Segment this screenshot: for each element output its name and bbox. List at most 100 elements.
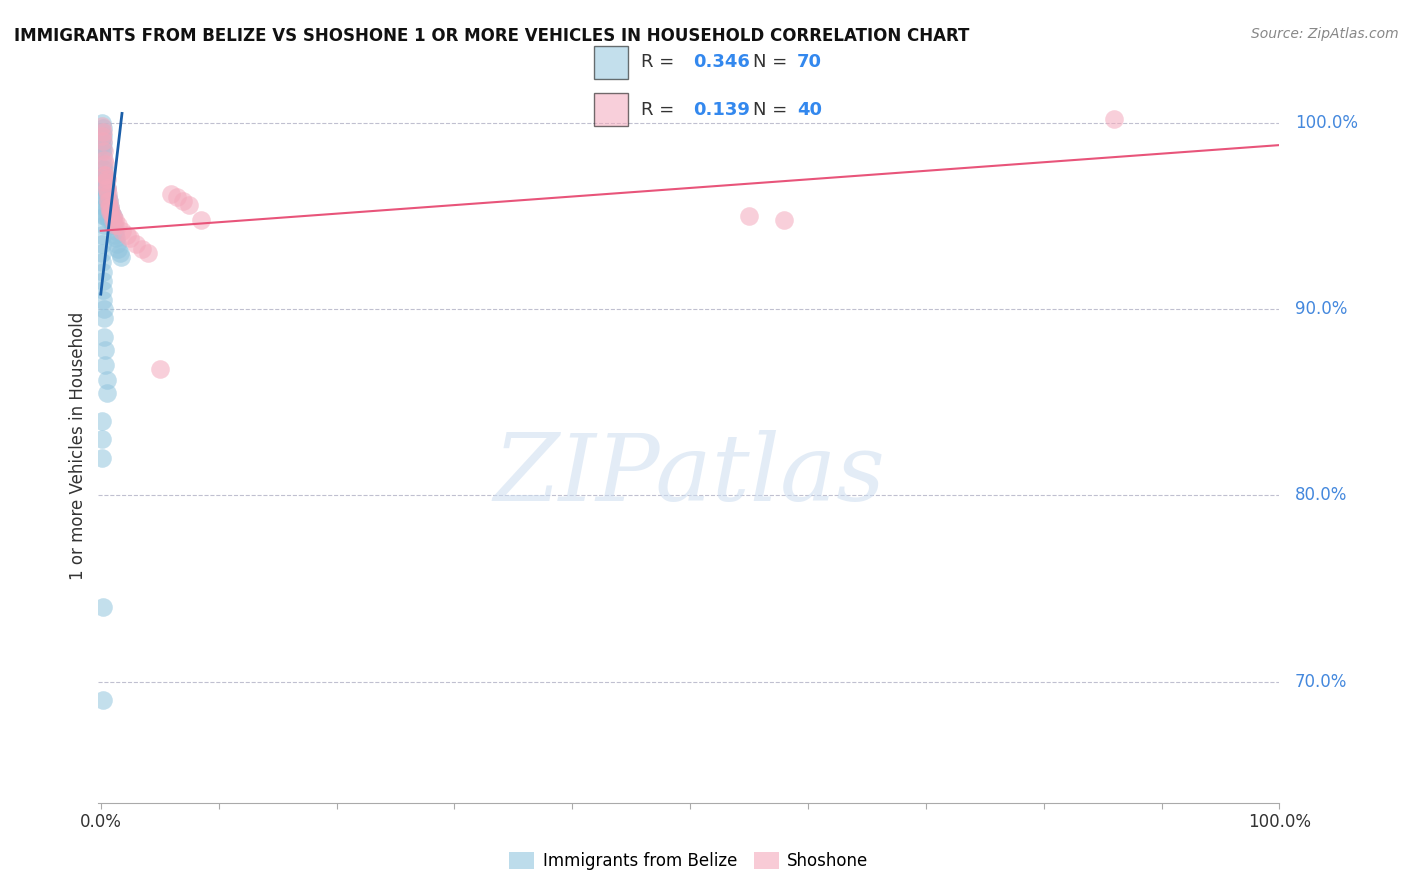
- Point: [93, 200, 115, 214]
- Point: [91, 116, 114, 130]
- Point: [94, 175, 117, 189]
- Text: 0.139: 0.139: [693, 101, 749, 119]
- Point: [96, 171, 118, 186]
- Point: [179, 198, 201, 212]
- Point: [91, 600, 114, 615]
- Point: [94, 358, 117, 372]
- Point: [91, 120, 114, 134]
- Point: [91, 144, 114, 158]
- Point: [115, 227, 138, 242]
- Text: R =: R =: [641, 101, 679, 119]
- Point: [98, 200, 121, 214]
- Point: [91, 246, 114, 260]
- Text: 70: 70: [797, 54, 821, 71]
- Point: [101, 218, 124, 232]
- Point: [94, 343, 117, 357]
- FancyBboxPatch shape: [593, 46, 627, 78]
- Point: [149, 361, 172, 376]
- Point: [94, 190, 117, 204]
- Point: [773, 212, 796, 227]
- Point: [97, 200, 120, 214]
- Point: [98, 205, 121, 219]
- Point: [91, 293, 114, 307]
- Point: [94, 200, 117, 214]
- Point: [91, 451, 114, 466]
- Point: [91, 693, 114, 707]
- Text: 0.346: 0.346: [693, 54, 749, 71]
- Point: [105, 236, 128, 251]
- Point: [166, 190, 188, 204]
- Point: [93, 171, 115, 186]
- Text: N =: N =: [752, 101, 793, 119]
- Point: [101, 209, 124, 223]
- Point: [93, 209, 115, 223]
- Point: [107, 218, 129, 232]
- Point: [91, 433, 114, 447]
- Point: [125, 236, 148, 251]
- Point: [91, 125, 114, 139]
- Point: [101, 212, 124, 227]
- Point: [91, 236, 114, 251]
- Text: N =: N =: [752, 54, 793, 71]
- Point: [96, 181, 118, 195]
- Point: [107, 243, 129, 257]
- Point: [91, 149, 114, 163]
- Point: [98, 200, 121, 214]
- FancyBboxPatch shape: [593, 93, 627, 126]
- Point: [104, 212, 127, 227]
- Point: [97, 190, 120, 204]
- Point: [96, 385, 118, 400]
- Point: [91, 130, 114, 145]
- Point: [91, 168, 114, 182]
- Point: [93, 153, 115, 167]
- Y-axis label: 1 or more Vehicles in Household: 1 or more Vehicles in Household: [69, 312, 87, 580]
- Point: [96, 200, 118, 214]
- Point: [96, 183, 118, 197]
- Text: 80.0%: 80.0%: [1295, 486, 1347, 504]
- Point: [94, 157, 117, 171]
- Point: [96, 190, 118, 204]
- Point: [91, 121, 114, 136]
- Point: [105, 231, 128, 245]
- Text: Source: ZipAtlas.com: Source: ZipAtlas.com: [1251, 27, 1399, 41]
- Point: [91, 128, 114, 143]
- Point: [100, 212, 122, 227]
- Point: [96, 181, 118, 195]
- Point: [172, 194, 194, 208]
- Point: [94, 209, 117, 223]
- Point: [91, 134, 114, 148]
- Point: [94, 181, 117, 195]
- Point: [94, 168, 117, 182]
- Point: [91, 265, 114, 279]
- Point: [136, 246, 159, 260]
- Point: [93, 330, 115, 344]
- Point: [104, 227, 127, 242]
- Point: [108, 246, 131, 260]
- Text: R =: R =: [641, 54, 679, 71]
- Point: [97, 209, 120, 223]
- Point: [738, 209, 761, 223]
- Text: 90.0%: 90.0%: [1295, 300, 1347, 318]
- Point: [91, 255, 114, 269]
- Point: [111, 224, 134, 238]
- Point: [91, 128, 114, 143]
- Point: [190, 212, 212, 227]
- Point: [93, 168, 115, 182]
- Text: 40: 40: [797, 101, 821, 119]
- Point: [98, 212, 121, 227]
- Point: [93, 181, 115, 195]
- Point: [91, 284, 114, 298]
- Point: [98, 194, 121, 208]
- Point: [93, 218, 115, 232]
- Point: [93, 301, 115, 316]
- Point: [98, 209, 121, 223]
- Point: [1104, 112, 1126, 126]
- Point: [97, 186, 120, 201]
- Point: [104, 224, 127, 238]
- Point: [91, 274, 114, 288]
- Point: [91, 138, 114, 153]
- Point: [96, 373, 118, 387]
- Point: [98, 203, 121, 218]
- Point: [94, 171, 117, 186]
- Point: [91, 136, 114, 151]
